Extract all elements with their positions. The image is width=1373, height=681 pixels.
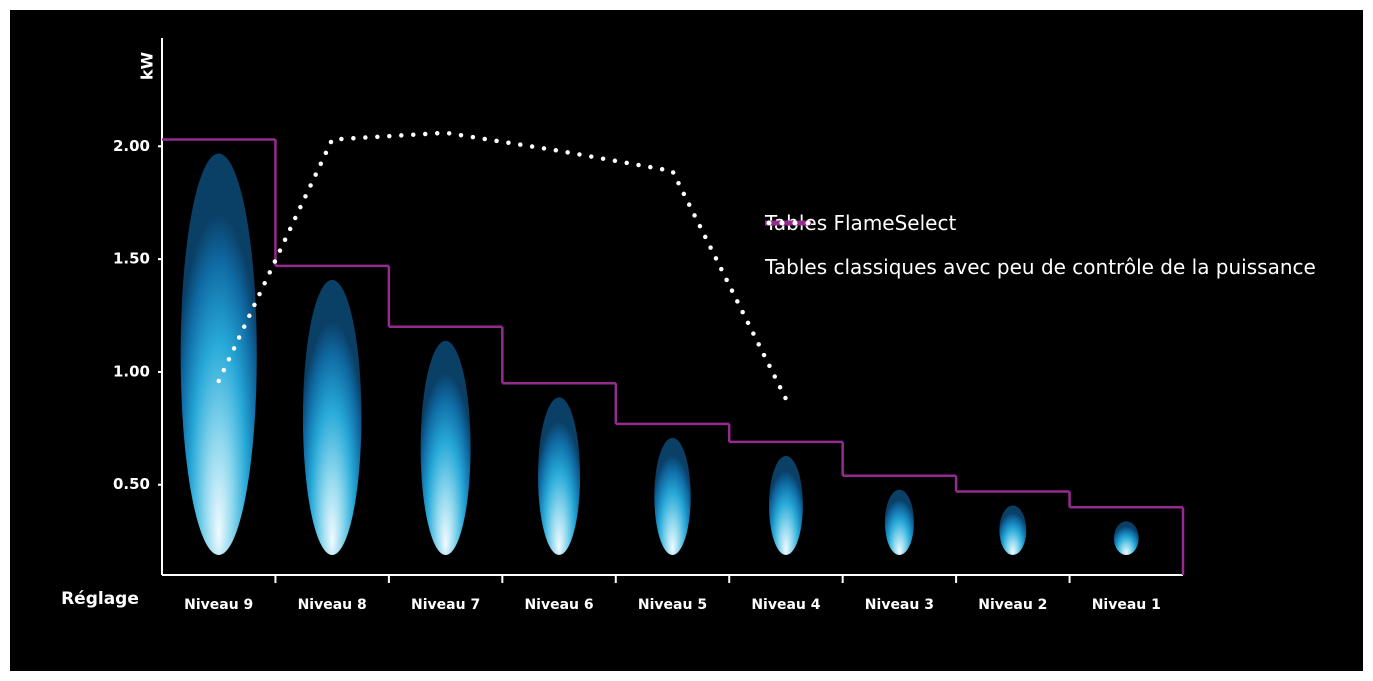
y-tick-label: 1.50: [113, 250, 150, 268]
x-tick-label: Niveau 5: [638, 597, 707, 613]
legend-item: Tables FlameSelect: [765, 208, 1325, 238]
legend-label: Tables classiques avec peu de contrôle d…: [765, 255, 1316, 279]
legend-key: [765, 220, 811, 226]
y-tick-label: 0.50: [113, 475, 150, 493]
flame: [1113, 521, 1139, 555]
x-tick-label: Niveau 1: [1092, 597, 1161, 613]
flame: [538, 397, 581, 555]
flame: [180, 153, 257, 555]
flame: [769, 455, 803, 555]
legend: Tables FlameSelect Tables classiques avec…: [765, 208, 1325, 296]
x-tick-label: Niveau 4: [751, 597, 820, 613]
x-tick-label: Niveau 9: [184, 597, 253, 613]
flame: [654, 437, 691, 555]
x-tick-label: Niveau 3: [865, 597, 934, 613]
x-tick-label: Niveau 7: [411, 597, 480, 613]
flame: [884, 489, 914, 555]
y-tick-label: 1.00: [113, 362, 150, 380]
flame: [420, 340, 471, 555]
legend-key: [766, 220, 811, 226]
x-tick-label: Niveau 8: [298, 597, 367, 613]
x-tick-label: Niveau 2: [978, 597, 1047, 613]
y-axis-label: kW: [138, 52, 157, 81]
flame: [999, 505, 1027, 555]
flame: [302, 279, 362, 555]
y-tick-label: 2.00: [113, 137, 150, 155]
x-axis-label: Réglage: [61, 589, 139, 609]
legend-item: Tables classiques avec peu de contrôle d…: [765, 220, 1325, 282]
x-tick-label: Niveau 6: [524, 597, 593, 613]
